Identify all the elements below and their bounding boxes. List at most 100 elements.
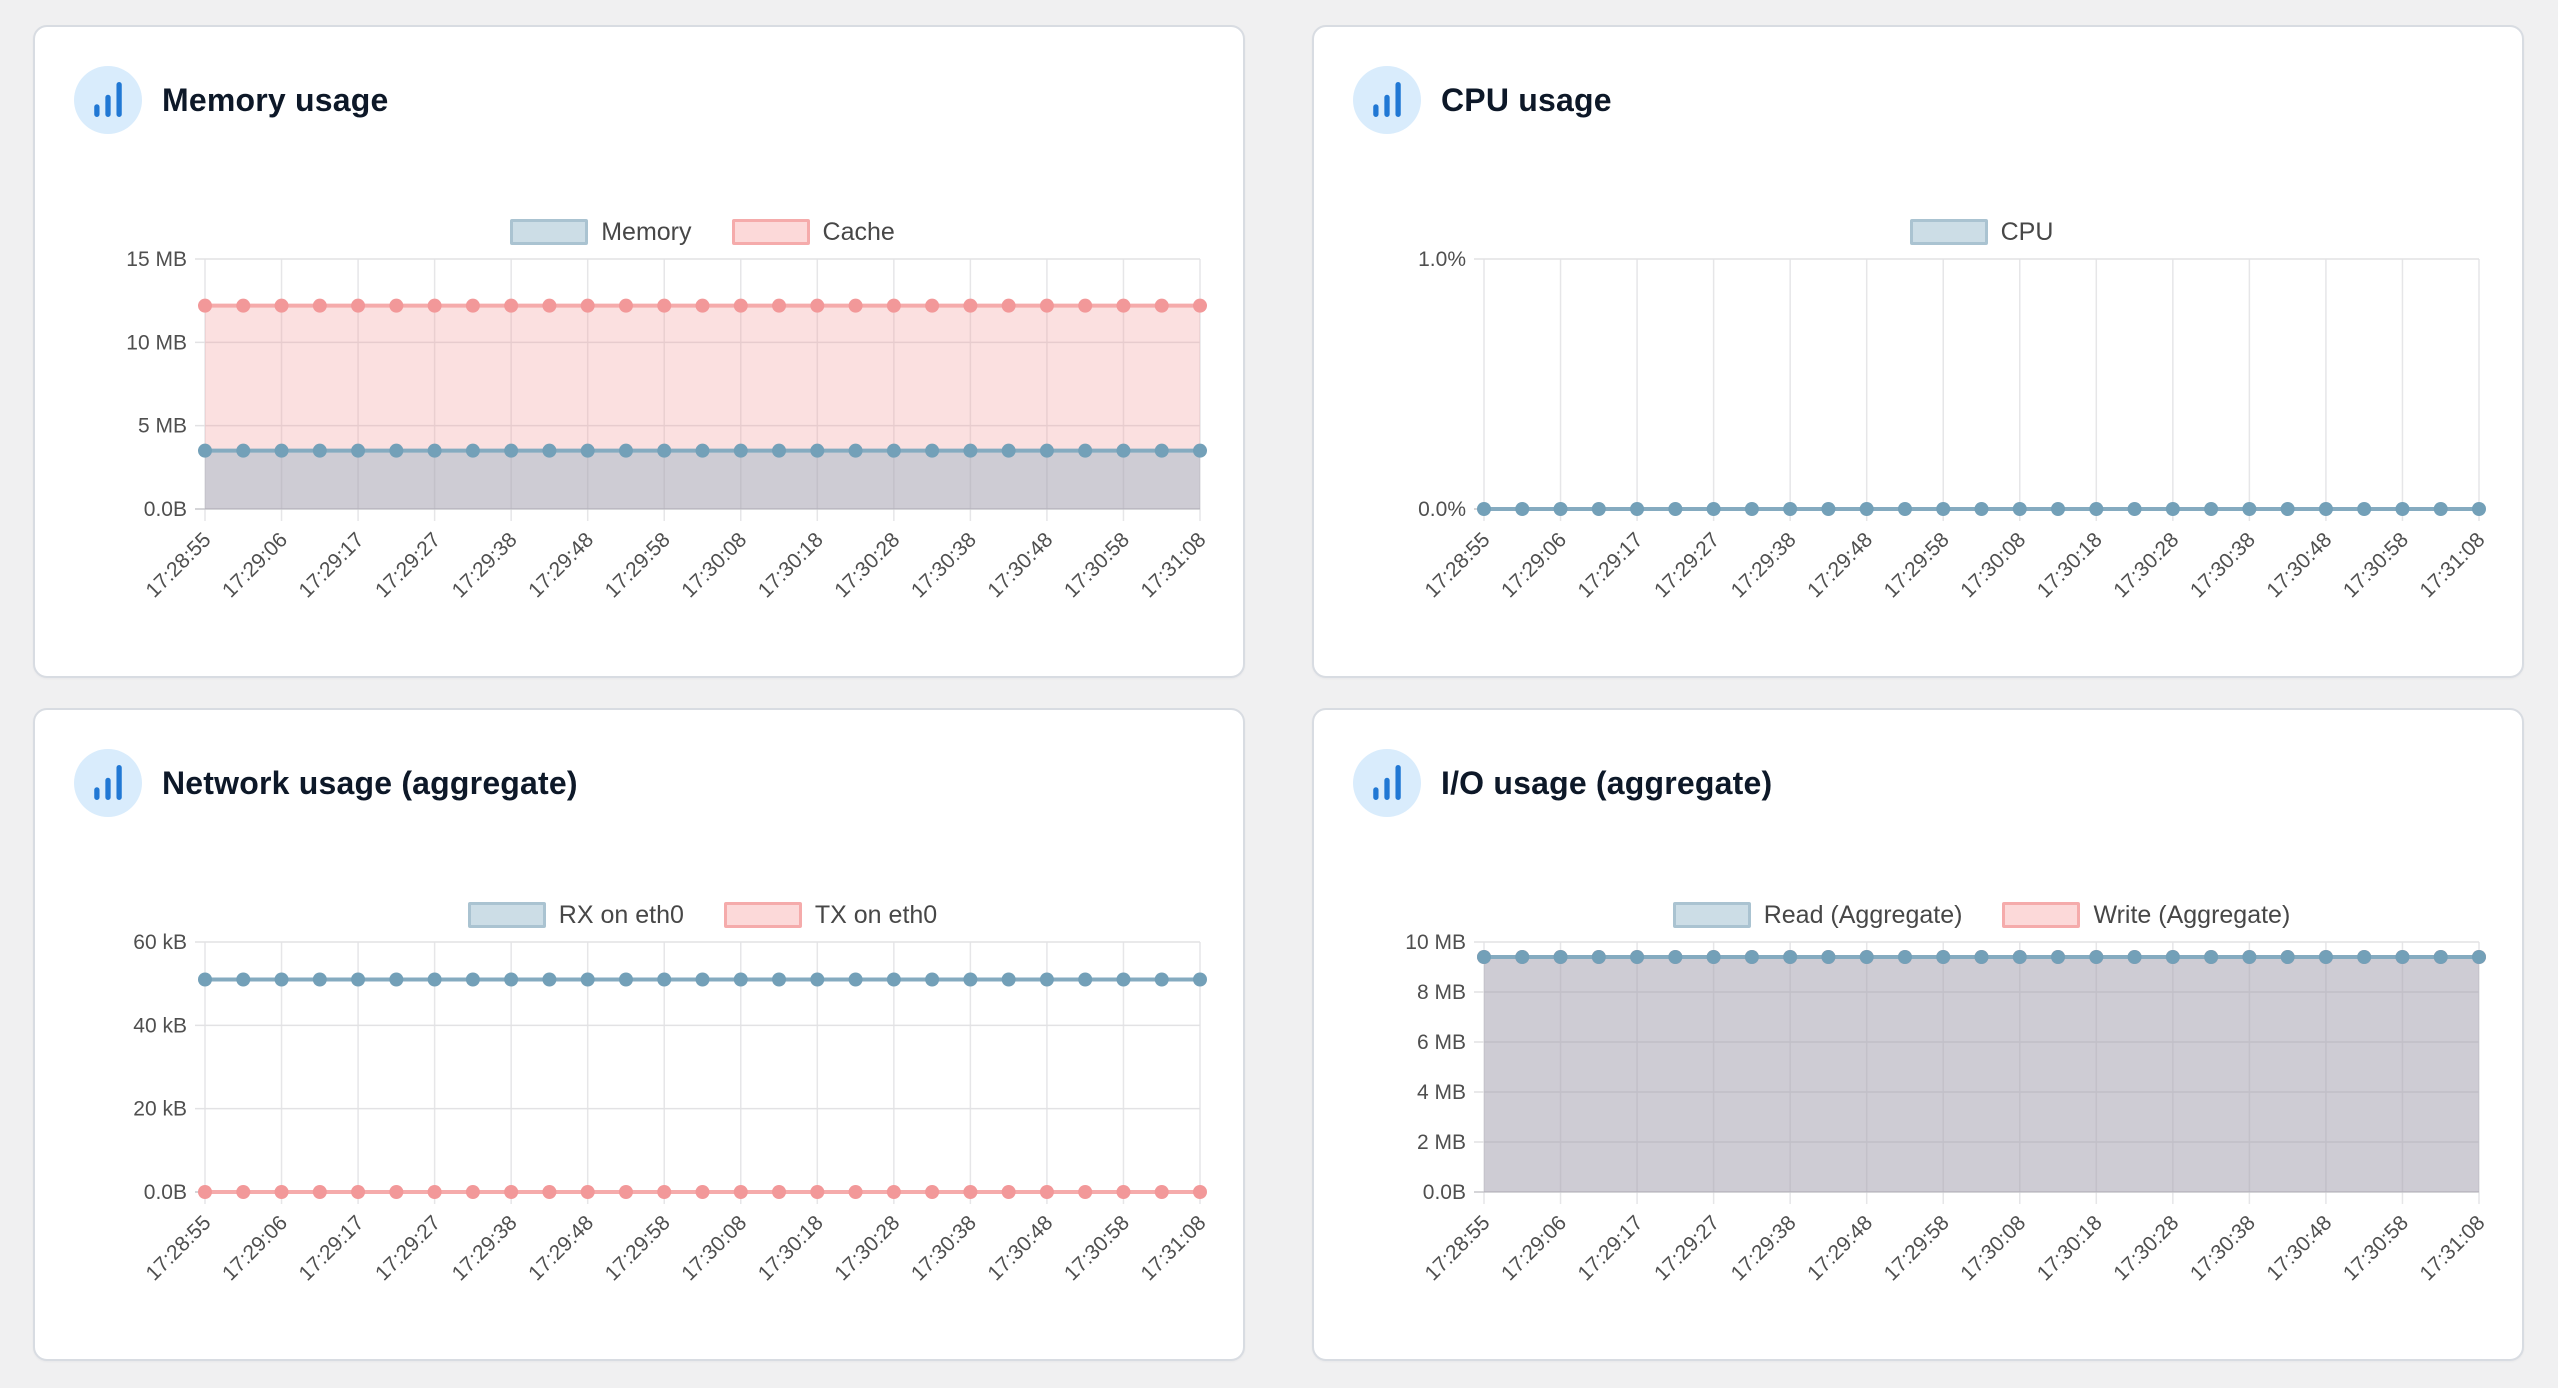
data-point[interactable]	[2472, 502, 2486, 516]
legend-item-read-aggregate-[interactable]: Read (Aggregate)	[1672, 901, 1962, 930]
data-point[interactable]	[2280, 502, 2295, 516]
data-point[interactable]	[733, 972, 748, 987]
data-point[interactable]	[925, 298, 940, 313]
data-point[interactable]	[886, 1185, 901, 1199]
data-point[interactable]	[1936, 950, 1951, 964]
data-point[interactable]	[2012, 502, 2027, 516]
data-point[interactable]	[1001, 298, 1016, 313]
data-point[interactable]	[236, 443, 251, 458]
data-point[interactable]	[695, 972, 710, 987]
data-point[interactable]	[1591, 502, 1606, 516]
data-point[interactable]	[504, 972, 519, 987]
data-point[interactable]	[848, 972, 863, 987]
data-point[interactable]	[657, 298, 672, 313]
data-point[interactable]	[2089, 950, 2104, 964]
data-point[interactable]	[1078, 443, 1093, 458]
data-point[interactable]	[1039, 298, 1054, 313]
legend-item-tx-on-eth0[interactable]: TX on eth0	[723, 901, 937, 930]
data-point[interactable]	[427, 443, 442, 458]
data-point[interactable]	[427, 972, 442, 987]
data-point[interactable]	[2433, 502, 2448, 516]
data-point[interactable]	[2165, 950, 2180, 964]
data-point[interactable]	[1154, 1185, 1169, 1199]
data-point[interactable]	[1859, 950, 1874, 964]
data-point[interactable]	[1477, 950, 1491, 964]
data-point[interactable]	[236, 298, 251, 313]
data-point[interactable]	[236, 1185, 251, 1199]
data-point[interactable]	[2165, 502, 2180, 516]
data-point[interactable]	[2127, 950, 2142, 964]
data-point[interactable]	[2204, 950, 2219, 964]
data-point[interactable]	[1039, 972, 1054, 987]
data-point[interactable]	[312, 1185, 327, 1199]
data-point[interactable]	[925, 1185, 940, 1199]
data-point[interactable]	[618, 443, 633, 458]
data-point[interactable]	[1154, 443, 1169, 458]
data-point[interactable]	[2204, 502, 2219, 516]
data-point[interactable]	[1974, 502, 1989, 516]
data-point[interactable]	[1001, 972, 1016, 987]
legend-item-rx-on-eth0[interactable]: RX on eth0	[467, 901, 684, 930]
data-point[interactable]	[1859, 502, 1874, 516]
data-point[interactable]	[465, 298, 480, 313]
data-point[interactable]	[351, 1185, 366, 1199]
data-point[interactable]	[618, 298, 633, 313]
data-point[interactable]	[1821, 502, 1836, 516]
data-point[interactable]	[312, 972, 327, 987]
data-point[interactable]	[2242, 502, 2257, 516]
legend-item-memory[interactable]: Memory	[510, 218, 692, 247]
data-point[interactable]	[657, 972, 672, 987]
data-point[interactable]	[925, 972, 940, 987]
data-point[interactable]	[1706, 502, 1721, 516]
data-point[interactable]	[2395, 950, 2410, 964]
data-point[interactable]	[772, 443, 787, 458]
data-point[interactable]	[1154, 298, 1169, 313]
data-point[interactable]	[389, 298, 404, 313]
data-point[interactable]	[618, 1185, 633, 1199]
data-point[interactable]	[2012, 950, 2027, 964]
data-point[interactable]	[1706, 950, 1721, 964]
data-point[interactable]	[886, 443, 901, 458]
data-point[interactable]	[657, 443, 672, 458]
data-point[interactable]	[542, 298, 557, 313]
data-point[interactable]	[1744, 502, 1759, 516]
data-point[interactable]	[504, 1185, 519, 1199]
data-point[interactable]	[351, 443, 366, 458]
data-point[interactable]	[963, 1185, 978, 1199]
data-point[interactable]	[1515, 502, 1530, 516]
data-point[interactable]	[1936, 502, 1951, 516]
data-point[interactable]	[389, 972, 404, 987]
data-point[interactable]	[1116, 443, 1131, 458]
data-point[interactable]	[312, 298, 327, 313]
data-point[interactable]	[389, 443, 404, 458]
data-point[interactable]	[618, 972, 633, 987]
data-point[interactable]	[1039, 443, 1054, 458]
data-point[interactable]	[1193, 443, 1207, 458]
data-point[interactable]	[2051, 950, 2066, 964]
data-point[interactable]	[1078, 298, 1093, 313]
data-point[interactable]	[695, 1185, 710, 1199]
data-point[interactable]	[1116, 298, 1131, 313]
data-point[interactable]	[389, 1185, 404, 1199]
data-point[interactable]	[427, 1185, 442, 1199]
data-point[interactable]	[465, 443, 480, 458]
data-point[interactable]	[580, 443, 595, 458]
data-point[interactable]	[963, 443, 978, 458]
data-point[interactable]	[848, 443, 863, 458]
data-point[interactable]	[1193, 1185, 1207, 1199]
data-point[interactable]	[351, 298, 366, 313]
data-point[interactable]	[733, 1185, 748, 1199]
data-point[interactable]	[810, 972, 825, 987]
data-point[interactable]	[236, 972, 251, 987]
data-point[interactable]	[2051, 502, 2066, 516]
data-point[interactable]	[274, 972, 289, 987]
data-point[interactable]	[351, 972, 366, 987]
data-point[interactable]	[772, 1185, 787, 1199]
data-point[interactable]	[1553, 950, 1568, 964]
data-point[interactable]	[2357, 950, 2372, 964]
data-point[interactable]	[810, 1185, 825, 1199]
data-point[interactable]	[2472, 950, 2486, 964]
data-point[interactable]	[925, 443, 940, 458]
data-point[interactable]	[1001, 1185, 1016, 1199]
data-point[interactable]	[2127, 502, 2142, 516]
